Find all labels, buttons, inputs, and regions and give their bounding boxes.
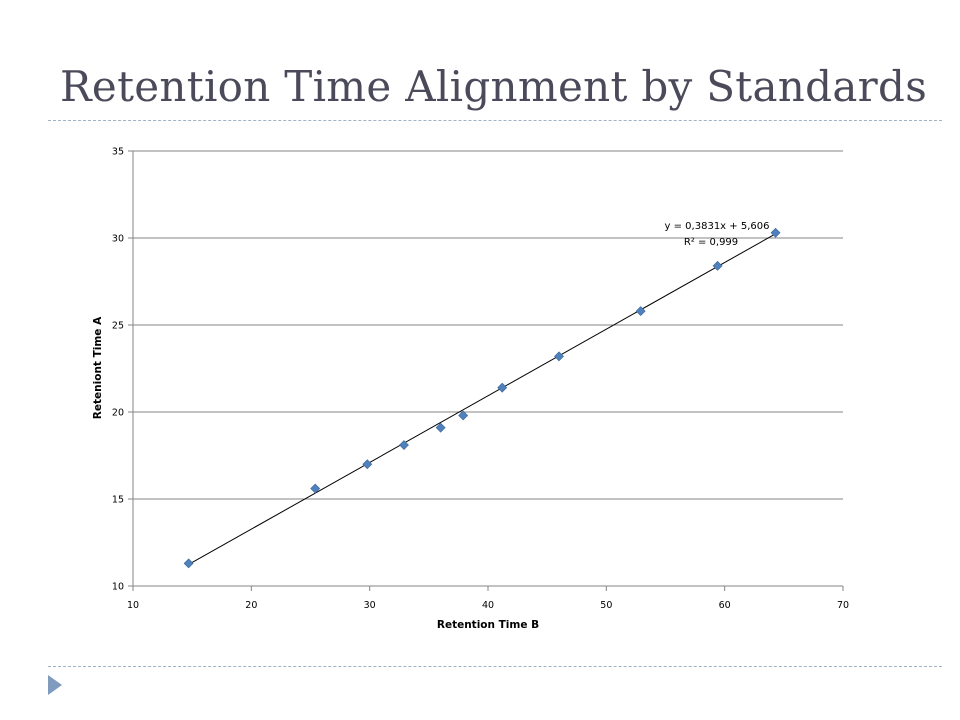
x-axis-title: Retention Time B <box>437 619 539 631</box>
trend-r2-label: R² = 0,999 <box>684 237 738 248</box>
data-point <box>310 483 321 494</box>
data-point <box>770 227 781 238</box>
data-point <box>554 351 564 362</box>
x-tick-label: 60 <box>719 600 731 611</box>
y-tick-label: 25 <box>112 321 124 332</box>
x-tick-label: 50 <box>600 600 612 611</box>
slide-bullet-arrow-icon <box>48 675 62 695</box>
data-point <box>183 558 194 569</box>
x-tick-label: 30 <box>364 600 376 611</box>
y-tick-label: 15 <box>112 495 124 506</box>
x-tick-label: 10 <box>127 600 139 611</box>
data-point <box>712 260 723 271</box>
y-tick-label: 30 <box>112 234 124 245</box>
data-point <box>362 459 373 470</box>
x-ticks: 10 20 30 40 50 60 70 <box>127 586 849 611</box>
y-tick-label: 35 <box>112 147 124 158</box>
y-ticks: 10 15 20 25 30 35 <box>112 147 133 593</box>
data-point <box>399 440 409 450</box>
footer-divider <box>48 666 942 667</box>
y-tick-label: 20 <box>112 408 124 419</box>
x-tick-label: 40 <box>482 600 494 611</box>
title-divider <box>48 120 942 121</box>
y-tick-label: 10 <box>112 582 124 593</box>
plot-area <box>133 151 843 586</box>
data-point <box>458 410 469 421</box>
data-point <box>635 306 646 317</box>
x-tick-label: 70 <box>837 600 849 611</box>
trend-equation-label: y = 0,3831x + 5,606 <box>665 221 770 232</box>
x-tick-label: 20 <box>245 600 257 611</box>
data-points <box>183 227 781 569</box>
data-point <box>497 382 508 393</box>
gridlines <box>133 150 843 500</box>
data-point <box>435 422 446 433</box>
trendline <box>188 233 776 565</box>
slide-title: Retention Time Alignment by Standards <box>60 62 928 111</box>
y-axis-title: Reteniont Time A <box>92 316 104 419</box>
